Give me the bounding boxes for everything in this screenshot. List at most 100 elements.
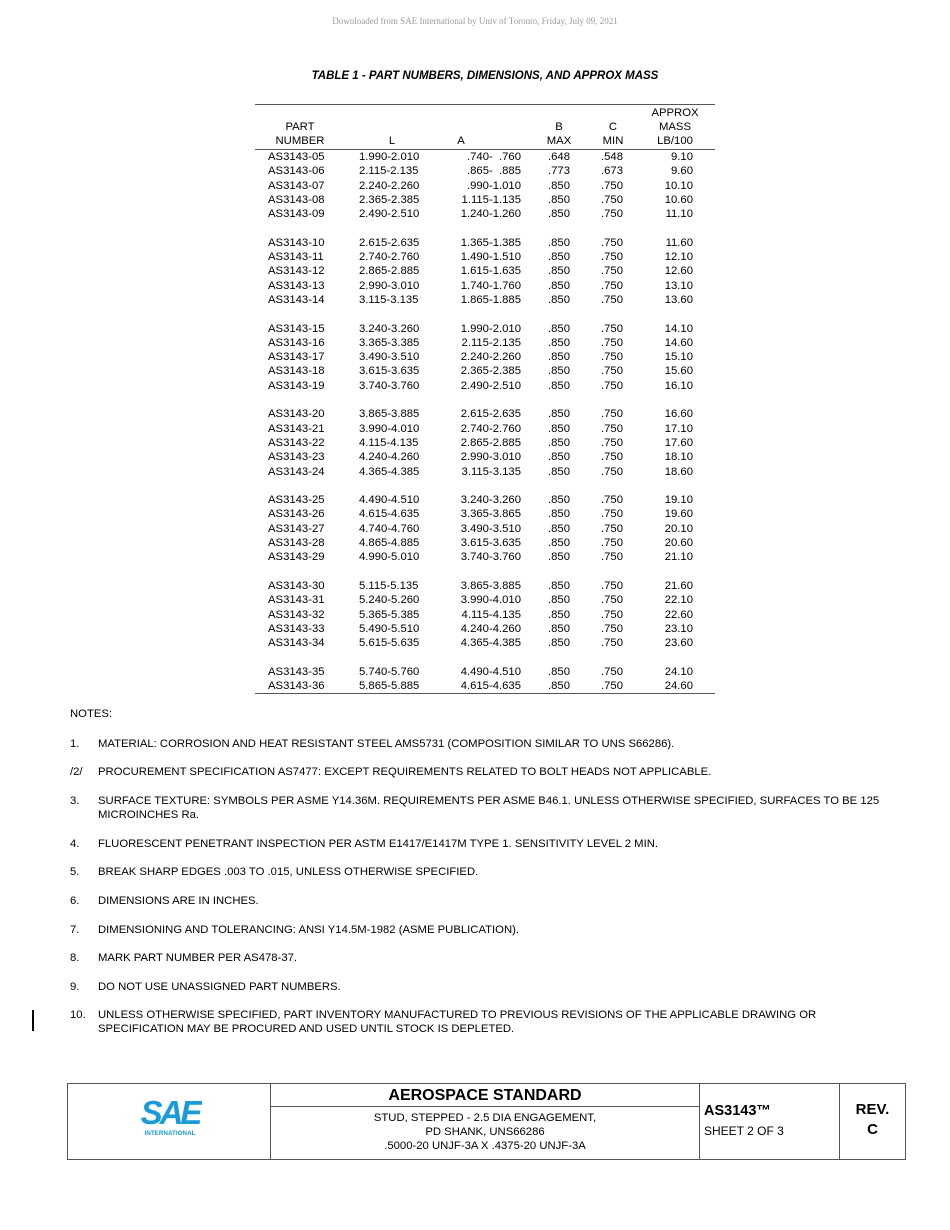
table-row: AS3143-07 2.240-2.260 .990-1.010 .850 .750 10… bbox=[255, 179, 715, 193]
note-item: 1. MATERIAL: CORROSION AND HEAT RESISTANT… bbox=[70, 737, 890, 751]
cell-part-number: AS3143-28 bbox=[268, 537, 325, 550]
cell-l-dimension: 4.490-4.510 bbox=[359, 494, 420, 507]
subtitle-line: PD SHANK, UNS66286 bbox=[425, 1126, 545, 1138]
note-number: 4. bbox=[70, 838, 80, 850]
note-number: 8. bbox=[70, 952, 80, 964]
cell-b-max: .648 bbox=[548, 151, 570, 163]
table-row: AS3143-14 3.115-3.135 1.865-1.885 .850 .750 1… bbox=[255, 293, 715, 307]
sheet-number: SHEET 2 OF 3 bbox=[704, 1124, 784, 1138]
cell-c-min: .750 bbox=[601, 208, 623, 221]
cell-b-max: .850 bbox=[548, 522, 570, 535]
subtitle-line: STUD, STEPPED - 2.5 DIA ENGAGEMENT, bbox=[373, 1112, 597, 1124]
cell-l-dimension: 2.365-2.385 bbox=[359, 193, 420, 206]
header-text: C MIN bbox=[602, 121, 624, 147]
cell-a-dimension: 3.615-3.635 bbox=[460, 537, 521, 550]
cell-a-dimension: 1.865-1.885 bbox=[460, 293, 521, 306]
cell-approx-mass: 11.60 bbox=[665, 236, 693, 249]
cell-approx-mass: 11.10 bbox=[665, 208, 693, 221]
note-item: 9. DO NOT USE UNASSIGNED PART NUMBERS. bbox=[70, 980, 890, 994]
cell-part-number: AS3143-19 bbox=[268, 379, 325, 392]
note-number: 7. bbox=[70, 924, 80, 936]
table-row: AS3143-30 5.115-5.135 3.865-3.885 .850 .750 2… bbox=[255, 579, 715, 593]
cell-approx-mass: 10.60 bbox=[664, 193, 693, 206]
cell-b-max: .850 bbox=[548, 293, 570, 306]
cell-c-min: .750 bbox=[601, 365, 623, 378]
cell-part-number: AS3143-30 bbox=[268, 579, 325, 592]
note-number: 3. bbox=[70, 795, 80, 807]
note-number: 10. bbox=[70, 1009, 86, 1021]
cell-b-max: .850 bbox=[548, 179, 570, 192]
cell-b-max: .850 bbox=[548, 608, 570, 621]
revision: REV. C bbox=[840, 1100, 905, 1140]
cell-c-min: .750 bbox=[601, 551, 623, 564]
cell-c-min: .750 bbox=[601, 579, 623, 592]
cell-c-min: .750 bbox=[601, 279, 623, 292]
cell-approx-mass: 17.60 bbox=[664, 436, 693, 449]
header-text: APPROX MASS LB/100 bbox=[651, 107, 699, 147]
cell-a-dimension: 4.240-4.260 bbox=[460, 622, 521, 635]
cell-part-number: AS3143-20 bbox=[268, 408, 325, 421]
cell-b-max: .850 bbox=[548, 436, 570, 449]
cell-b-max: .850 bbox=[548, 336, 570, 349]
cell-b-max: .850 bbox=[548, 494, 570, 507]
cell-a-dimension: 4.365-4.385 bbox=[460, 637, 521, 650]
cell-approx-mass: 24.10 bbox=[664, 665, 693, 678]
cell-l-dimension: 4.240-4.260 bbox=[359, 451, 420, 464]
note-item: /2/PROCUREMENT SPECIFICATION AS7477: EXC… bbox=[70, 765, 890, 779]
cell-a-dimension: 4.490-4.510 bbox=[460, 665, 521, 678]
cell-part-number: AS3143-35 bbox=[268, 665, 325, 678]
cell-l-dimension: 2.740-2.760 bbox=[359, 251, 420, 264]
cell-approx-mass: 10.10 bbox=[664, 179, 693, 192]
download-watermark: Downloaded from SAE International by Uni… bbox=[332, 16, 618, 26]
cell-approx-mass: 21.60 bbox=[664, 579, 693, 592]
cell-b-max: .850 bbox=[548, 193, 570, 206]
title-block: SAE INTERNATIONAL AEROSPACE STANDARD STU… bbox=[67, 1083, 906, 1160]
cell-c-min: .750 bbox=[601, 322, 623, 335]
cell-c-min: .750 bbox=[601, 537, 623, 550]
cell-c-min: .750 bbox=[601, 265, 623, 278]
cell-part-number: AS3143-07 bbox=[268, 179, 325, 192]
svg-text:SAE: SAE bbox=[141, 1095, 202, 1131]
cell-part-number: AS3143-13 bbox=[268, 279, 325, 292]
cell-approx-mass: 18.60 bbox=[664, 465, 693, 478]
cell-approx-mass: 17.10 bbox=[664, 422, 693, 435]
note-item: 5. BREAK SHARP EDGES .003 TO .015, UNLESS… bbox=[70, 865, 890, 879]
cell-c-min: .750 bbox=[601, 379, 623, 392]
cell-a-dimension: 2.115-2.135 bbox=[461, 336, 521, 349]
cell-a-dimension: 2.865-2.885 bbox=[460, 436, 521, 449]
cell-part-number: AS3143-10 bbox=[268, 236, 325, 249]
cell-b-max: .773 bbox=[548, 165, 570, 178]
cell-l-dimension: 5.240-5.260 bbox=[359, 594, 420, 607]
table-row: AS3143-31 5.240-5.260 3.990-4.010 .850 .750 2… bbox=[255, 593, 715, 607]
cell-approx-mass: 20.60 bbox=[664, 537, 693, 550]
cell-part-number: AS3143-14 bbox=[268, 293, 325, 306]
table-row: AS3143-08 2.365-2.385 1.115-1.135 .850 .750 1… bbox=[255, 193, 715, 207]
cell-c-min: .750 bbox=[601, 465, 623, 478]
header-l: L bbox=[382, 134, 402, 148]
note-item: 6. DIMENSIONS ARE IN INCHES. bbox=[70, 894, 890, 908]
group-spacer bbox=[255, 307, 715, 321]
cell-l-dimension: 3.865-3.885 bbox=[359, 408, 420, 421]
cell-part-number: AS3143-12 bbox=[268, 265, 325, 278]
cell-approx-mass: 15.10 bbox=[664, 351, 693, 364]
cell-approx-mass: 23.60 bbox=[664, 637, 693, 650]
cell-a-dimension: .740- .760 bbox=[466, 151, 521, 163]
cell-approx-mass: 14.10 bbox=[664, 322, 693, 335]
cell-approx-mass: 18.10 bbox=[664, 451, 693, 464]
cell-l-dimension: 2.240-2.260 bbox=[359, 179, 420, 192]
cell-part-number: AS3143-33 bbox=[268, 622, 325, 635]
cell-l-dimension: 2.865-2.885 bbox=[359, 265, 420, 278]
cell-approx-mass: 13.10 bbox=[664, 279, 693, 292]
cell-part-number: AS3143-16 bbox=[268, 336, 325, 349]
subtitle-line: .5000-20 UNJF-3A X .4375-20 UNJF-3A bbox=[384, 1140, 586, 1152]
cell-l-dimension: 4.740-4.760 bbox=[359, 522, 420, 535]
table-row: AS3143-06 2.115-2.135 .865- .885 .773 .673 9.… bbox=[255, 164, 715, 178]
cell-approx-mass: 19.10 bbox=[664, 494, 693, 507]
note-number: 5. bbox=[70, 866, 80, 878]
note-text: BREAK SHARP EDGES .003 TO .015, UNLESS O… bbox=[98, 866, 479, 878]
table-row: AS3143-23 4.240-4.260 2.990-3.010 .850 .750 1… bbox=[255, 450, 715, 464]
cell-b-max: .850 bbox=[548, 408, 570, 421]
note-item: 8. MARK PART NUMBER PER AS478-37. bbox=[70, 951, 890, 965]
cell-c-min: .548 bbox=[601, 151, 623, 163]
cell-l-dimension: 4.115-4.135 bbox=[359, 436, 419, 449]
